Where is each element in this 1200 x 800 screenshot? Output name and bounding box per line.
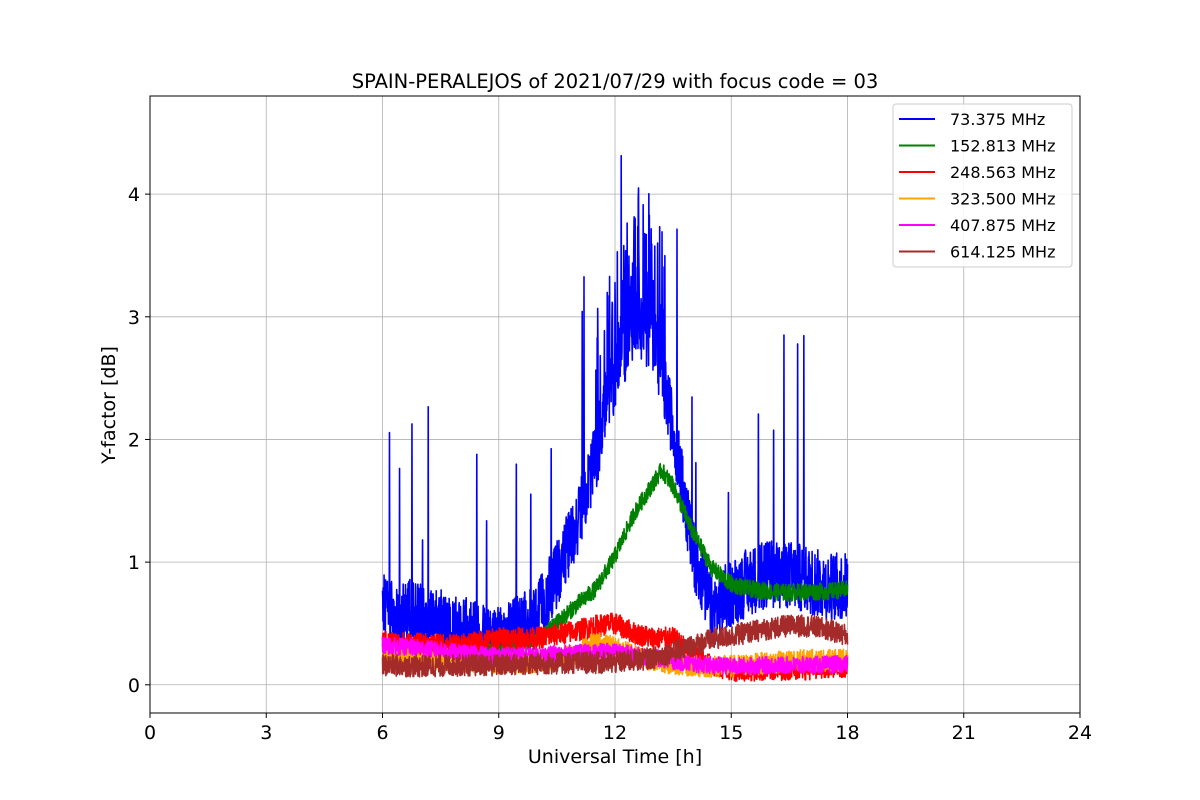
y-tick-label: 3 — [128, 307, 140, 329]
series-line-5 — [381, 614, 849, 678]
y-tick-label: 0 — [128, 675, 140, 697]
x-tick-label: 3 — [260, 722, 272, 744]
legend: 73.375 MHz 152.813 MHz 248.563 MHz 323.500 … — [892, 103, 1073, 268]
legend-box — [892, 103, 1073, 268]
x-tick-label: 18 — [835, 722, 859, 744]
x-tick-label: 21 — [952, 722, 976, 744]
legend-label: 73.375 MHz — [950, 110, 1045, 129]
y-tick-label: 4 — [128, 184, 140, 206]
legend-label: 614.125 MHz — [950, 243, 1055, 262]
x-axis-label: Universal Time [h] — [528, 746, 702, 768]
y-tick-label: 1 — [128, 552, 140, 574]
legend-label: 323.500 MHz — [950, 190, 1055, 209]
x-tick-label: 15 — [719, 722, 743, 744]
y-axis-label: Y-factor [dB] — [98, 346, 120, 465]
legend-label: 152.813 MHz — [950, 137, 1055, 156]
x-tick-label: 12 — [603, 722, 627, 744]
legend-label: 248.563 MHz — [950, 163, 1055, 182]
y-tick-label: 2 — [128, 429, 140, 451]
x-tick-label: 6 — [376, 722, 388, 744]
series-lines — [381, 154, 849, 682]
chart-title: SPAIN-PERALEJOS of 2021/07/29 with focus… — [352, 70, 879, 93]
x-tick-label: 0 — [144, 722, 156, 744]
legend-label: 407.875 MHz — [950, 216, 1055, 235]
x-tick-label: 9 — [493, 722, 505, 744]
x-tick-label: 24 — [1068, 722, 1092, 744]
